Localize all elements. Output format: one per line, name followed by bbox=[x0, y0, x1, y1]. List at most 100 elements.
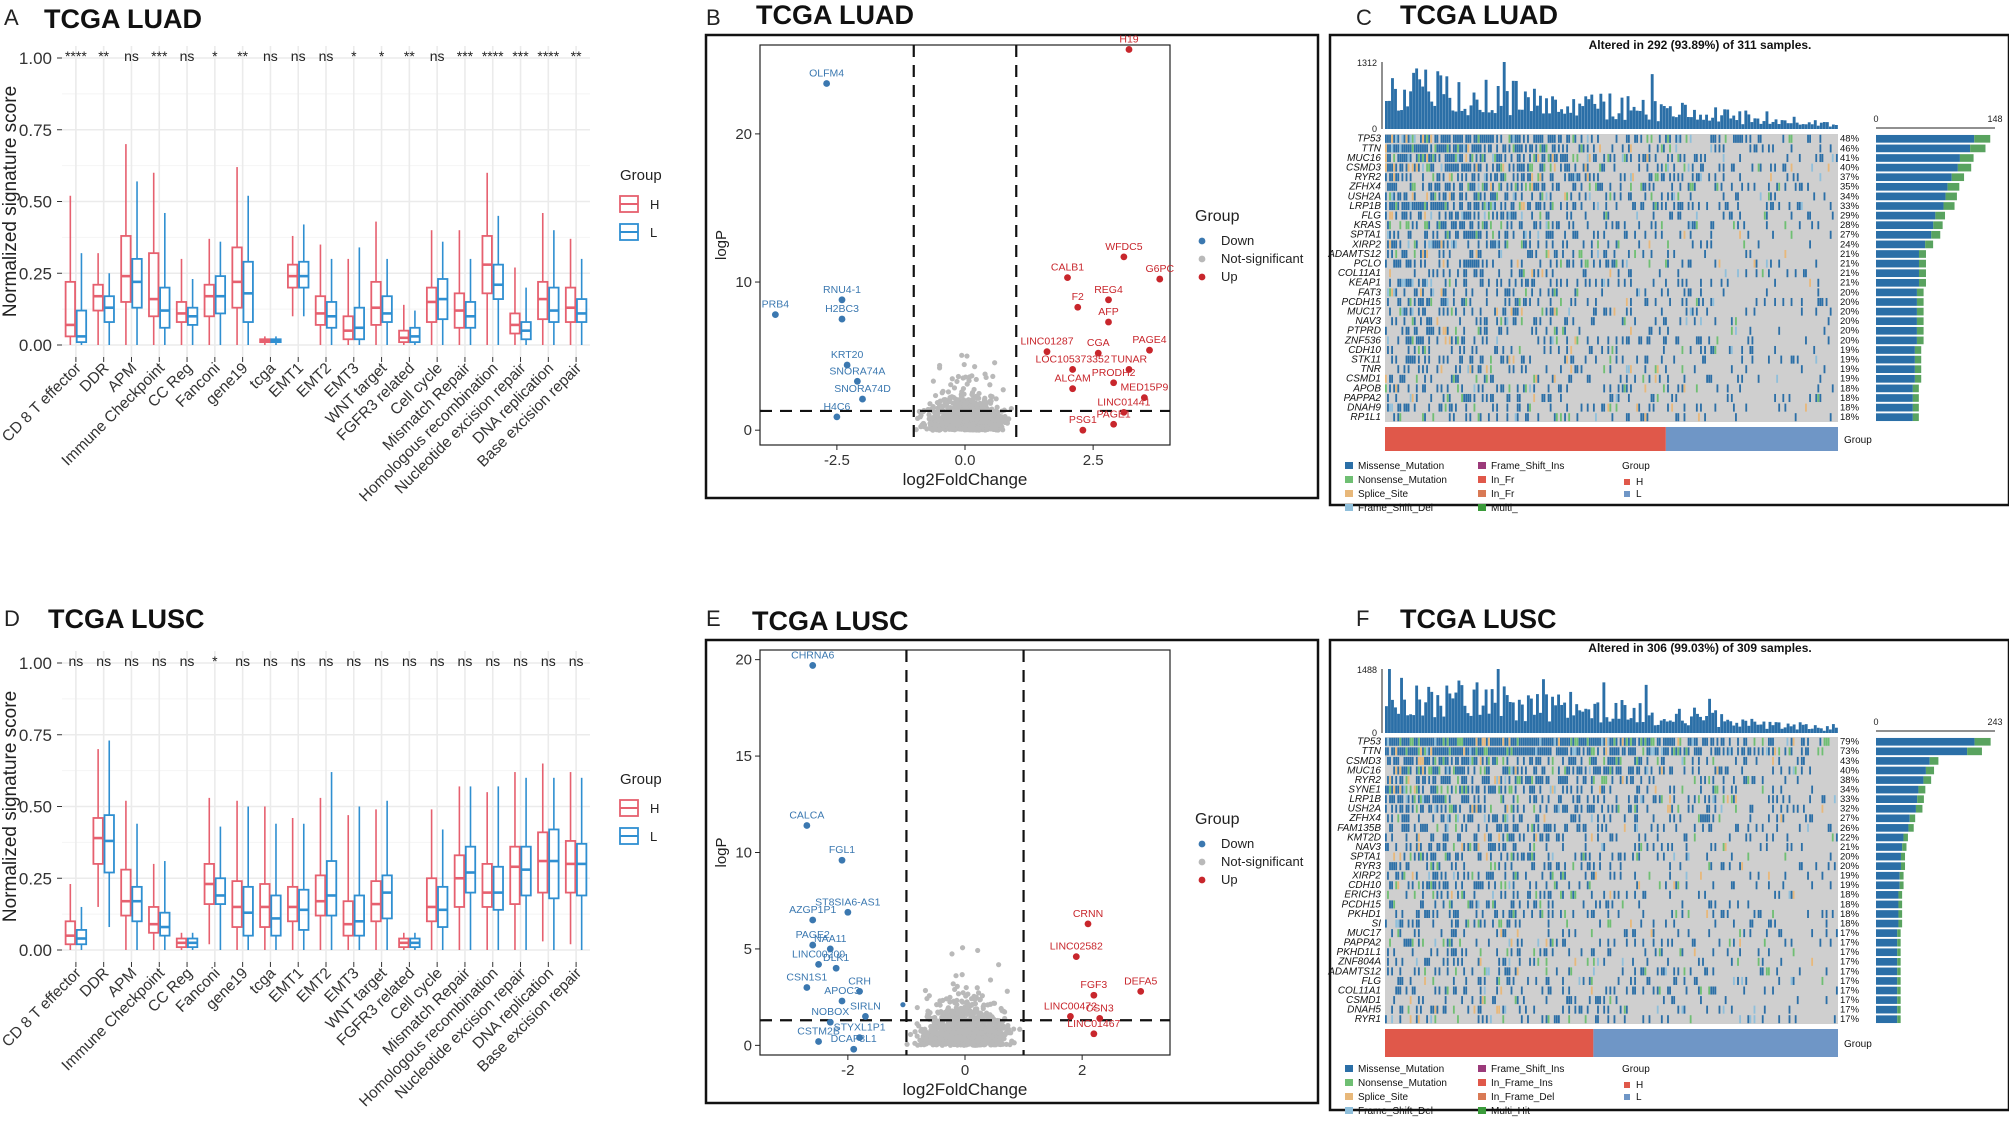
tmb-bar bbox=[1569, 113, 1572, 129]
mutation-cell bbox=[1791, 356, 1793, 364]
mutation-cell bbox=[1476, 192, 1478, 200]
mutation-cell bbox=[1525, 384, 1527, 392]
significance-label: ns bbox=[291, 48, 306, 64]
background-point bbox=[945, 1006, 950, 1011]
mutation-cell bbox=[1817, 221, 1819, 229]
mutation-cell bbox=[1385, 738, 1387, 746]
mutation-cell bbox=[1500, 212, 1502, 220]
mutation-cell bbox=[1506, 183, 1508, 191]
tmb-bar bbox=[1533, 715, 1536, 733]
background-point bbox=[923, 988, 928, 993]
tmb-bar bbox=[1494, 113, 1497, 129]
mutation-cell bbox=[1636, 404, 1638, 412]
mutation-cell bbox=[1461, 336, 1463, 344]
mutation-cell bbox=[1443, 135, 1445, 143]
legend-label: H bbox=[650, 801, 659, 816]
panel-title-a: TCGA LUAD bbox=[44, 4, 202, 34]
mutation-cell bbox=[1408, 336, 1410, 344]
mutation-cell bbox=[1801, 365, 1803, 373]
mutation-cell bbox=[1474, 212, 1476, 220]
mutation-cell bbox=[1511, 183, 1513, 191]
mutation-cell bbox=[1671, 404, 1673, 412]
mutation-cell bbox=[1533, 384, 1535, 392]
mutation-cell bbox=[1560, 394, 1562, 402]
mutation-cell bbox=[1478, 327, 1480, 335]
mutation-cell bbox=[1739, 173, 1741, 181]
box-iqr bbox=[243, 262, 252, 322]
point-label-linc01467: LINC01467 bbox=[1067, 1018, 1120, 1030]
mutation-cell bbox=[1484, 317, 1486, 325]
mutation-cell bbox=[1581, 144, 1583, 152]
mutation-cell bbox=[1406, 221, 1408, 229]
mutation-cell bbox=[1478, 192, 1480, 200]
box-iqr bbox=[216, 276, 225, 313]
mutation-cell bbox=[1443, 240, 1445, 248]
mutation-cell bbox=[1622, 154, 1624, 162]
mutation-cell bbox=[1486, 375, 1488, 383]
mutation-cell bbox=[1471, 260, 1473, 268]
mutation-cell bbox=[1484, 154, 1486, 162]
mutation-cell bbox=[1719, 202, 1721, 210]
mutation-cell bbox=[1531, 173, 1533, 181]
mutation-cell bbox=[1418, 212, 1420, 220]
mutation-cell bbox=[1513, 365, 1515, 373]
box-iqr bbox=[427, 878, 436, 921]
mutation-cell bbox=[1469, 212, 1471, 220]
mutation-cell bbox=[1443, 394, 1445, 402]
mutation-cell bbox=[1572, 356, 1574, 364]
box-iqr bbox=[205, 285, 214, 317]
mutation-cell bbox=[1482, 154, 1484, 162]
mutation-cell bbox=[1698, 298, 1700, 306]
mutation-cell bbox=[1548, 212, 1550, 220]
mutation-cell bbox=[1449, 135, 1451, 143]
tmb-bar bbox=[1624, 120, 1627, 129]
significance-label: **** bbox=[537, 48, 559, 64]
mutation-cell bbox=[1428, 135, 1430, 143]
mutation-cell bbox=[1490, 221, 1492, 229]
mutation-cell bbox=[1422, 384, 1424, 392]
mutation-cell bbox=[1587, 375, 1589, 383]
mutation-cell bbox=[1519, 298, 1521, 306]
mutation-cell bbox=[1521, 269, 1523, 277]
mutation-cell bbox=[1511, 221, 1513, 229]
mutation-cell bbox=[1710, 240, 1712, 248]
mutation-cell bbox=[1667, 384, 1669, 392]
mutation-cell bbox=[1714, 173, 1716, 181]
point-page4 bbox=[1146, 347, 1153, 354]
mutation-cell bbox=[1389, 154, 1391, 162]
mutation-cell bbox=[1447, 308, 1449, 316]
mutation-cell bbox=[1663, 317, 1665, 325]
mutation-cell bbox=[1614, 308, 1616, 316]
mutation-cell bbox=[1552, 144, 1554, 152]
mutation-cell bbox=[1519, 221, 1521, 229]
mutation-cell bbox=[1461, 135, 1463, 143]
mutation-cell bbox=[1618, 394, 1620, 402]
background-point bbox=[932, 1026, 937, 1031]
tmb-bar bbox=[1702, 720, 1705, 733]
mutation-cell bbox=[1692, 308, 1694, 316]
background-point bbox=[956, 374, 961, 379]
mutation-cell bbox=[1819, 298, 1821, 306]
mutation-cell bbox=[1546, 144, 1548, 152]
mutation-cell bbox=[1537, 183, 1539, 191]
mutation-cell bbox=[1710, 221, 1712, 229]
mutation-cell bbox=[1399, 240, 1401, 248]
mutation-legend-key bbox=[1478, 462, 1486, 469]
tmb-bar bbox=[1787, 123, 1790, 129]
mutation-cell bbox=[1585, 192, 1587, 200]
mutation-cell bbox=[1445, 298, 1447, 306]
mutation-cell bbox=[1719, 260, 1721, 268]
mutation-cell bbox=[1560, 135, 1562, 143]
tmb-bar bbox=[1551, 697, 1554, 733]
mutation-cell bbox=[1391, 183, 1393, 191]
mutation-cell bbox=[1661, 192, 1663, 200]
mutation-cell bbox=[1389, 288, 1391, 296]
tmb-bar bbox=[1602, 102, 1605, 129]
point-label-crnn: CRNN bbox=[1073, 908, 1103, 920]
background-point bbox=[968, 1002, 973, 1007]
mutation-cell bbox=[1539, 202, 1541, 210]
mutation-cell bbox=[1550, 154, 1552, 162]
mutation-cell bbox=[1461, 298, 1463, 306]
mutation-cell bbox=[1476, 317, 1478, 325]
mutation-cell bbox=[1811, 221, 1813, 229]
